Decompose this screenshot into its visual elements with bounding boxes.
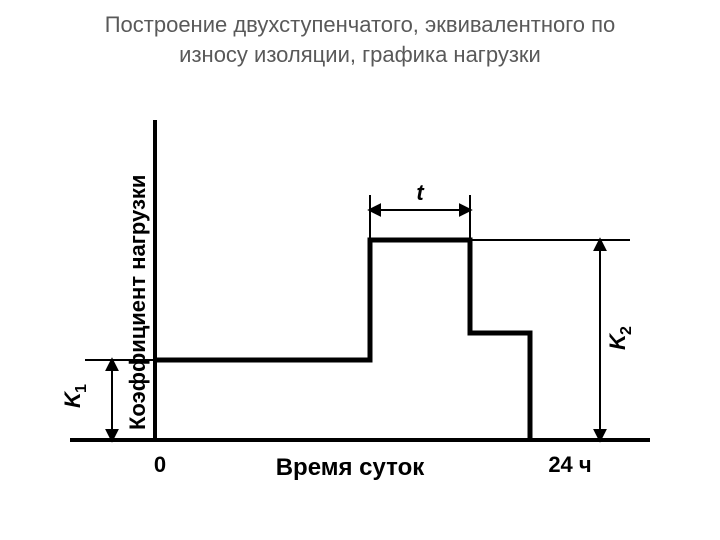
title-line-1: Построение двухступенчатого, эквивалентн… (105, 12, 616, 37)
diagram-svg: t K 1 K 2 (40, 110, 680, 510)
axes (70, 120, 650, 440)
symbol-k2: K 2 (605, 326, 635, 350)
title-line-2: износу изоляции, графика нагрузки (179, 42, 541, 67)
symbol-k2-sub: 2 (618, 326, 635, 335)
diagram: t K 1 K 2 (40, 110, 680, 510)
extension-lines (85, 195, 630, 360)
load-curve (155, 240, 530, 440)
step-polyline (155, 240, 530, 440)
symbol-t: t (416, 180, 425, 205)
page-title: Построение двухступенчатого, эквивалентн… (0, 10, 720, 69)
x-tick-end: 24 ч (548, 452, 591, 477)
dim-k2: K 2 (590, 240, 635, 440)
page: Построение двухступенчатого, эквивалентн… (0, 0, 720, 540)
x-tick-0: 0 (154, 452, 166, 477)
y-axis-label: Коэффициент нагрузки (125, 175, 150, 430)
x-axis-label: Время суток (276, 454, 426, 481)
dim-t: t (370, 180, 470, 210)
symbol-k1: K 1 (60, 384, 90, 408)
dim-k1: K 1 (60, 360, 122, 440)
symbol-k1-sub: 1 (73, 384, 90, 393)
